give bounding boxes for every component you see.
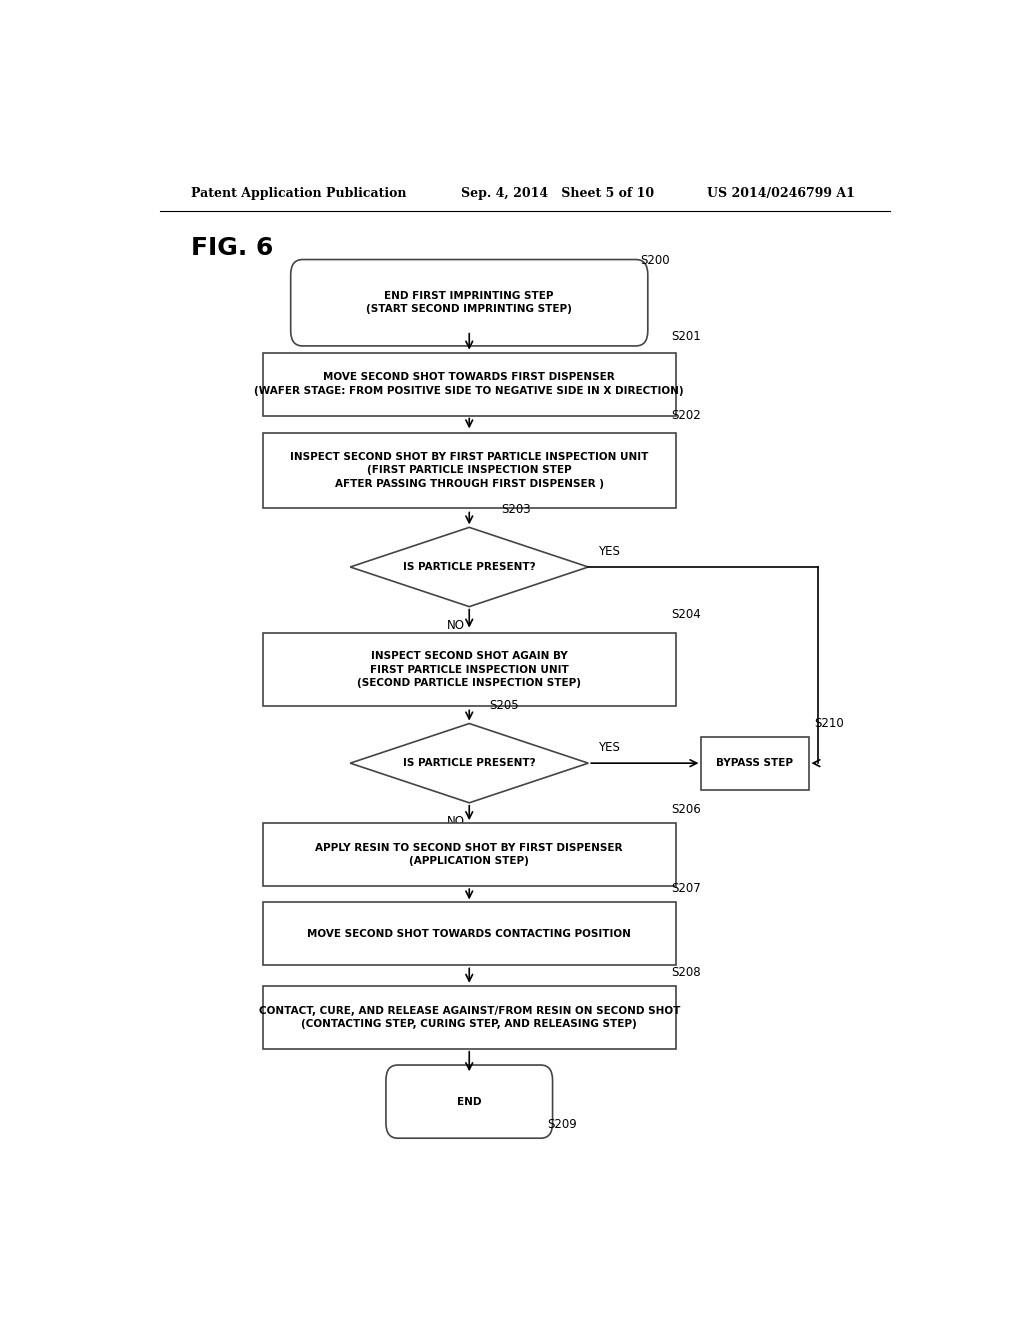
FancyBboxPatch shape	[263, 824, 676, 886]
Text: Patent Application Publication: Patent Application Publication	[191, 187, 407, 201]
Text: INSPECT SECOND SHOT AGAIN BY
FIRST PARTICLE INSPECTION UNIT
(SECOND PARTICLE INS: INSPECT SECOND SHOT AGAIN BY FIRST PARTI…	[357, 652, 582, 688]
Text: S206: S206	[672, 803, 701, 816]
Text: S202: S202	[672, 409, 701, 422]
Text: YES: YES	[598, 741, 620, 754]
Text: INSPECT SECOND SHOT BY FIRST PARTICLE INSPECTION UNIT
(FIRST PARTICLE INSPECTION: INSPECT SECOND SHOT BY FIRST PARTICLE IN…	[290, 453, 648, 488]
Text: END: END	[457, 1097, 481, 1106]
Text: END FIRST IMPRINTING STEP
(START SECOND IMPRINTING STEP): END FIRST IMPRINTING STEP (START SECOND …	[367, 292, 572, 314]
Text: S209: S209	[547, 1118, 577, 1131]
Polygon shape	[350, 528, 588, 607]
Text: MOVE SECOND SHOT TOWARDS CONTACTING POSITION: MOVE SECOND SHOT TOWARDS CONTACTING POSI…	[307, 929, 631, 939]
FancyBboxPatch shape	[263, 903, 676, 965]
Text: CONTACT, CURE, AND RELEASE AGAINST/FROM RESIN ON SECOND SHOT
(CONTACTING STEP, C: CONTACT, CURE, AND RELEASE AGAINST/FROM …	[259, 1006, 680, 1028]
Text: NO: NO	[447, 619, 465, 632]
Text: NO: NO	[447, 816, 465, 828]
Text: YES: YES	[598, 545, 620, 558]
Text: Sep. 4, 2014   Sheet 5 of 10: Sep. 4, 2014 Sheet 5 of 10	[461, 187, 654, 201]
Text: US 2014/0246799 A1: US 2014/0246799 A1	[708, 187, 855, 201]
Text: FIG. 6: FIG. 6	[191, 236, 273, 260]
Text: S204: S204	[672, 609, 701, 622]
FancyBboxPatch shape	[701, 737, 809, 789]
Text: S200: S200	[640, 255, 670, 267]
Text: APPLY RESIN TO SECOND SHOT BY FIRST DISPENSER
(APPLICATION STEP): APPLY RESIN TO SECOND SHOT BY FIRST DISP…	[315, 843, 623, 866]
FancyBboxPatch shape	[263, 433, 676, 508]
Text: S207: S207	[672, 882, 701, 895]
Text: IS PARTICLE PRESENT?: IS PARTICLE PRESENT?	[402, 758, 536, 768]
Text: S210: S210	[814, 717, 844, 730]
FancyBboxPatch shape	[291, 260, 648, 346]
Text: S208: S208	[672, 966, 701, 978]
FancyBboxPatch shape	[386, 1065, 553, 1138]
FancyBboxPatch shape	[263, 986, 676, 1049]
Polygon shape	[350, 723, 588, 803]
Text: S201: S201	[672, 330, 701, 343]
FancyBboxPatch shape	[263, 352, 676, 416]
Text: MOVE SECOND SHOT TOWARDS FIRST DISPENSER
(WAFER STAGE: FROM POSITIVE SIDE TO NEG: MOVE SECOND SHOT TOWARDS FIRST DISPENSER…	[254, 372, 684, 396]
FancyBboxPatch shape	[263, 634, 676, 706]
Text: IS PARTICLE PRESENT?: IS PARTICLE PRESENT?	[402, 562, 536, 572]
Text: BYPASS STEP: BYPASS STEP	[717, 758, 794, 768]
Text: S203: S203	[501, 503, 530, 516]
Text: S205: S205	[489, 700, 519, 713]
